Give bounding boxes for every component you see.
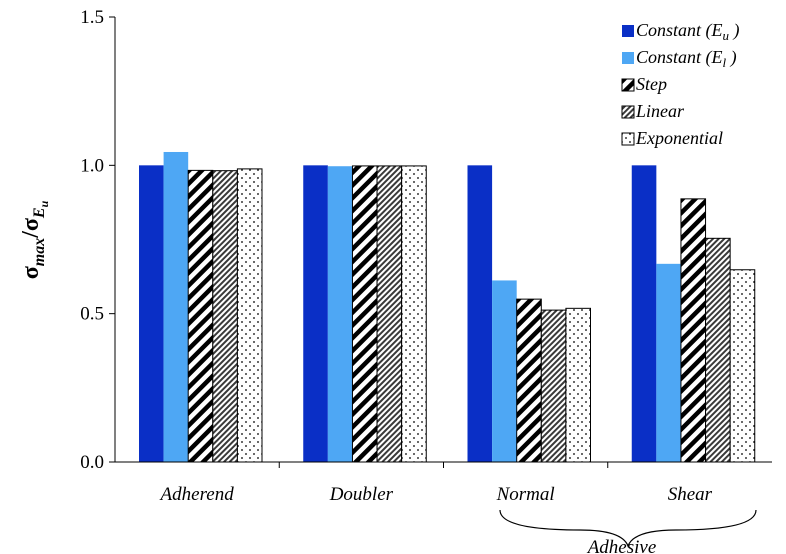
x-category-label-adherend: Adherend	[159, 484, 235, 505]
bar-adherend-constant-e-l	[163, 151, 189, 462]
y-tick-label: 1.5	[80, 7, 104, 28]
group-label-adhesive: Adhesive	[586, 537, 657, 554]
bar-adherend-step	[187, 169, 214, 463]
x-category-label-doubler: Doubler	[329, 484, 394, 505]
legend-swatch	[622, 52, 634, 64]
x-category-label-shear: Shear	[668, 484, 713, 505]
bar-shear-exponential	[729, 269, 756, 463]
legend-swatch	[621, 105, 635, 119]
bar-normal-step	[516, 298, 542, 463]
bar-adherend-constant-e-u	[139, 165, 164, 463]
bar-adherend-linear	[212, 170, 238, 463]
bar-shear-constant-e-u	[631, 165, 657, 463]
bars	[139, 151, 756, 463]
x-categories: Adherend Doubler Normal Shear	[159, 462, 713, 505]
bar-shear-linear	[705, 237, 731, 463]
bar-doubler-linear	[376, 165, 403, 463]
legend-swatch	[622, 25, 634, 37]
bar-doubler-exponential	[401, 165, 427, 463]
bar-adherend-exponential	[236, 168, 263, 463]
y-tick-label: 0.5	[80, 304, 104, 325]
legend-label: Constant (El )	[636, 47, 737, 70]
y-tick-label: 0.0	[80, 452, 104, 473]
bar-doubler-constant-e-l	[327, 166, 353, 462]
legend-label: Constant (Eu )	[636, 20, 740, 43]
bar-normal-constant-e-l	[492, 280, 517, 462]
legend-label: Linear	[635, 101, 685, 121]
bar-shear-step	[680, 198, 707, 463]
legend-label: Exponential	[635, 128, 723, 148]
bar-doubler-step	[351, 165, 378, 463]
bar-doubler-constant-e-u	[303, 165, 328, 463]
legend-swatch	[621, 132, 635, 146]
y-axis-label: σmax/σEu	[18, 200, 51, 279]
bar-shear-constant-e-l	[656, 263, 681, 462]
bar-normal-exponential	[565, 307, 592, 463]
legend-swatch	[621, 78, 635, 92]
bar-normal-linear	[540, 309, 567, 463]
y-ticks: 0.0 0.5 1.0 1.5	[80, 7, 115, 473]
y-tick-label: 1.0	[80, 155, 104, 176]
x-category-label-normal: Normal	[496, 484, 555, 505]
legend: Constant (Eu ) Constant (El ) Step Linear Ex…	[621, 20, 740, 148]
adhesive-brace	[499, 509, 757, 548]
legend-label: Step	[636, 74, 667, 94]
bar-normal-constant-e-u	[467, 165, 493, 463]
